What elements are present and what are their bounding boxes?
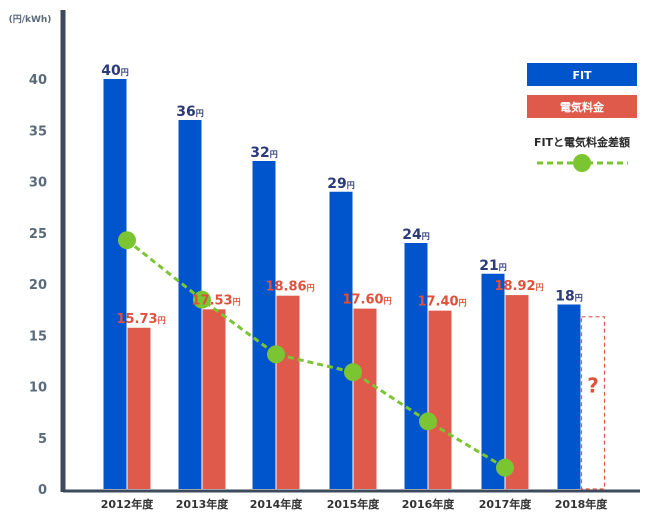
electricity-bar xyxy=(505,295,529,489)
fit-value-label: 32円 xyxy=(250,145,277,161)
category-label: 2016年度 xyxy=(402,497,456,511)
electricity-value-label: 17.60円 xyxy=(342,293,391,308)
difference-point xyxy=(193,290,211,309)
legend-difference-label: FITと電気料金差額 xyxy=(534,135,630,149)
electricity-value-label: 17.53円 xyxy=(191,293,240,308)
electricity-value-label: 18.92円 xyxy=(494,279,543,294)
difference-point xyxy=(267,345,285,364)
electricity-bar xyxy=(276,295,300,489)
fit-value-label: 18円 xyxy=(555,289,582,305)
y-tick-label: 15 xyxy=(29,329,47,344)
value-labels: 40円 15.73円 36円 17.53円 32円 18.86円 29円 17.60円 24円 1… xyxy=(101,63,582,327)
y-axis-ticks: 0 5 10 15 20 25 30 35 40 xyxy=(29,73,47,498)
electricity-value-label: 18.86円 xyxy=(265,280,314,295)
category-label: 2015年度 xyxy=(327,497,381,511)
unknown-bar-outline xyxy=(580,316,606,490)
legend-difference-marker xyxy=(573,154,591,172)
y-tick-label: 30 xyxy=(29,176,47,191)
legend-fit-label: FIT xyxy=(572,69,592,82)
category-labels: 2012年度 2013年度 2014年度 2015年度 2016年度 2017年度 2018… xyxy=(101,497,609,511)
fit-bar xyxy=(103,79,127,489)
fit-bar xyxy=(178,120,202,489)
difference-point xyxy=(344,363,362,382)
legend: FIT 電気料金 FITと電気料金差額 xyxy=(527,63,637,172)
y-tick-label: 25 xyxy=(29,227,47,242)
bars xyxy=(103,79,581,489)
y-tick-label: 5 xyxy=(38,432,47,447)
difference-line xyxy=(118,231,514,477)
difference-point xyxy=(118,231,136,250)
legend-fit-swatch xyxy=(527,63,637,86)
y-unit-label: (円/kWh) xyxy=(9,14,52,25)
fit-value-label: 24円 xyxy=(402,227,429,243)
category-label: 2013年度 xyxy=(176,497,230,511)
difference-point xyxy=(496,458,514,477)
fit-value-label: 29円 xyxy=(327,176,354,192)
y-tick-label: 35 xyxy=(29,124,47,139)
difference-point xyxy=(419,412,437,431)
fit-bar xyxy=(404,243,428,489)
category-label: 2017年度 xyxy=(479,497,533,511)
fit-value-label: 36円 xyxy=(176,104,203,120)
category-label: 2014年度 xyxy=(250,497,304,511)
fit-bar xyxy=(252,161,276,489)
difference-line-path xyxy=(126,239,506,469)
electricity-value-label: 17.40円 xyxy=(417,295,466,310)
electricity-bar xyxy=(428,310,452,489)
fit-bar xyxy=(481,273,505,489)
category-label: 2012年度 xyxy=(101,497,155,511)
y-tick-label: 10 xyxy=(29,381,47,396)
legend-electricity-swatch xyxy=(527,95,637,118)
fit-bar xyxy=(329,191,353,489)
electricity-bar xyxy=(127,327,151,489)
electricity-value-label: 15.73円 xyxy=(116,312,165,327)
y-tick-label: 20 xyxy=(29,278,47,293)
category-label: 2018年度 xyxy=(555,497,609,511)
electricity-bar xyxy=(202,309,226,489)
fit-bar xyxy=(557,304,581,489)
y-tick-label: 0 xyxy=(38,483,47,498)
unknown-placeholder: ? xyxy=(580,316,606,490)
electricity-bar xyxy=(353,308,377,489)
fit-value-label: 40円 xyxy=(101,63,128,79)
y-tick-label: 40 xyxy=(29,73,47,88)
legend-electricity-label: 電気料金 xyxy=(560,100,605,114)
unknown-marker: ? xyxy=(587,374,599,398)
fit-value-label: 21円 xyxy=(479,258,506,274)
